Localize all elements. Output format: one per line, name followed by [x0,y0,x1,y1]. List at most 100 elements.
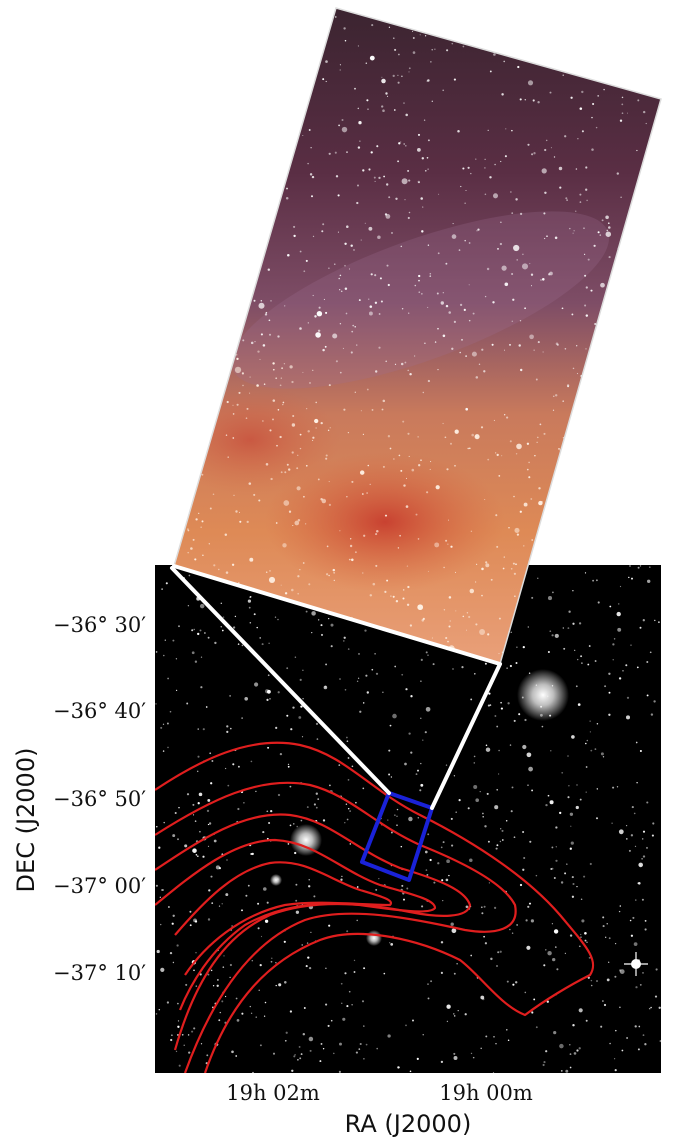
inset-star [404,144,407,147]
inset-star [187,551,189,554]
field-star [588,645,591,647]
inset-star [499,242,503,246]
inset-star [579,193,582,196]
field-star [289,785,292,788]
inset-star [294,520,300,526]
field-star [542,1063,545,1067]
inset-star [579,107,583,110]
field-star [567,796,570,799]
field-star [535,874,538,877]
inset-star [268,319,271,322]
field-star [420,783,424,787]
inset-star [445,636,448,640]
field-star [429,858,432,862]
field-star [442,841,445,844]
inset-star [380,300,383,303]
inset-star [442,422,444,425]
field-star [523,856,526,860]
inset-star [579,201,582,203]
inset-star [236,357,239,361]
field-star [554,946,557,948]
inset-star [291,380,294,384]
inset-star [417,133,421,136]
inset-star [448,596,452,599]
field-star [467,807,470,810]
field-star [501,829,504,832]
field-star [213,839,217,843]
inset-star [481,594,483,597]
field-star [351,1004,353,1006]
inset-star [570,96,573,99]
field-star [249,596,252,598]
field-star [619,969,622,972]
field-star [257,902,260,905]
inset-star [408,312,410,314]
inset-star [389,447,392,450]
field-star [248,606,251,609]
field-star [259,1044,262,1047]
inset-star [590,289,593,292]
inset-star [516,443,522,450]
inset-star [408,71,410,73]
inset-stars [187,16,647,655]
inset-star [484,158,486,160]
field-star [642,972,644,974]
field-star [294,851,297,855]
inset-star [403,102,405,104]
inset-star [312,436,315,439]
field-star [493,1035,495,1038]
field-star [500,701,502,704]
inset-star [523,545,525,547]
field-star [602,756,605,758]
inset-star [297,592,300,595]
inset-star [208,543,210,545]
inset-star [627,112,628,114]
field-star [575,805,579,810]
inset-star [272,362,275,365]
field-star [452,668,454,670]
field-star [255,1016,257,1018]
field-star [394,665,397,668]
field-star [618,677,622,680]
field-star [549,800,554,805]
inset-star [187,528,189,530]
inset-star [409,372,412,376]
inset-star [475,158,477,160]
inset-star [500,221,502,223]
inset-star [328,503,332,507]
field-star [339,678,341,680]
inset-star [334,263,336,265]
field-star [208,822,212,825]
field-star [184,844,188,848]
field-star [530,919,534,923]
field-star [587,976,590,979]
field-star [234,615,237,618]
inset-star [369,55,375,61]
field-star [163,821,165,824]
field-star [375,888,378,891]
field-star [484,942,488,945]
inset-star [549,91,552,94]
field-star [628,849,631,852]
field-star [596,788,598,790]
inset-star [572,232,574,234]
wide-field-star-map [155,565,661,1073]
field-star [651,834,654,837]
inset-star [392,74,395,78]
inset-star [427,379,431,383]
field-star [642,619,645,622]
field-star [494,805,499,810]
field-star [619,969,625,974]
inset-star [225,571,229,574]
field-star [639,565,642,567]
field-star [303,1007,306,1009]
field-star [268,821,271,825]
inset-star [443,609,446,611]
inset-star [424,342,426,344]
inset-star [407,216,410,220]
inset-star [417,604,424,611]
field-star [365,1043,368,1046]
field-star [172,961,175,964]
inset-star [325,80,327,83]
inset-star [374,180,376,182]
